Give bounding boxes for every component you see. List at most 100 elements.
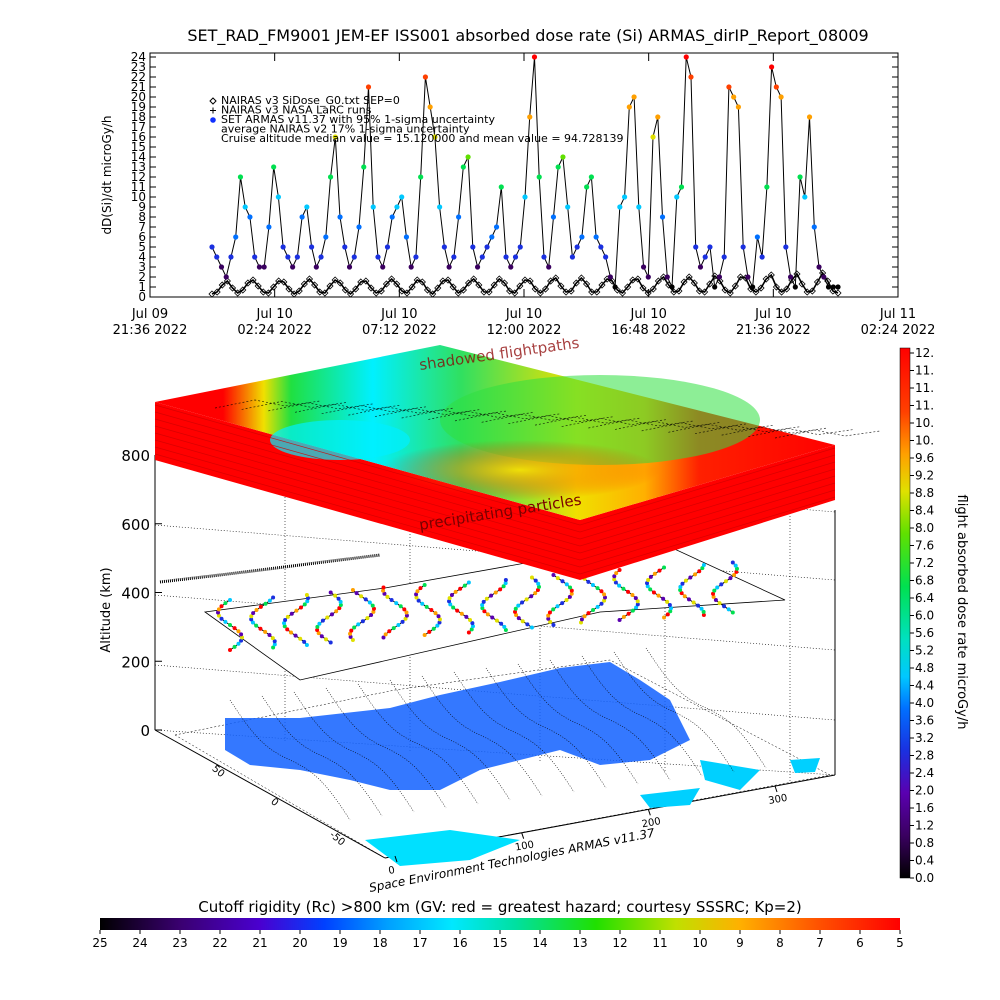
series-armas-point [356, 224, 362, 230]
flight-track-point [402, 607, 407, 612]
y-tick-label: 4 [138, 250, 146, 264]
series-nairas-point [618, 289, 627, 297]
dose-colorbar-tick-label: 3.6 [915, 714, 934, 728]
flight-track-point [568, 585, 573, 590]
series-nairas-point [470, 275, 478, 283]
slab-layer-line [154, 418, 836, 540]
flight-track-point [520, 600, 525, 605]
map-x-tick [647, 809, 651, 816]
flight-track-point [494, 618, 499, 623]
dose-colorbar-tick-label: 2.4 [915, 766, 934, 780]
series-nairas-point [690, 279, 698, 287]
flight-track-point [348, 631, 353, 636]
land-mass-americas [365, 830, 520, 866]
slab-speckle [321, 405, 427, 415]
flight-track-point [602, 598, 607, 603]
flight-track-point [336, 596, 341, 601]
flight-track-point [591, 608, 596, 612]
flight-track-point [693, 572, 698, 577]
map-y-tick-label: 0 [268, 796, 280, 809]
flight-track-point [633, 596, 638, 601]
flight-track-point [548, 619, 553, 624]
rigidity-bar-tick-label: 10 [692, 936, 707, 950]
series-nairas-point [726, 289, 734, 297]
ground-track [293, 691, 415, 813]
flight-track-point [451, 605, 456, 610]
series-armas-point [408, 264, 414, 270]
series-armas-point [659, 214, 666, 220]
flight-track-point [315, 624, 320, 629]
series-nairas-point [449, 283, 457, 291]
ground-track [325, 687, 447, 809]
series-armas-point [365, 84, 372, 90]
flight-track-point [385, 594, 390, 599]
series-armas-point [527, 114, 533, 120]
dose-colorbar-tick-label: 2.0 [915, 784, 934, 798]
flight-track-point [356, 622, 361, 627]
slab-speckle [721, 426, 827, 436]
slab-speckle [481, 413, 587, 423]
flight-track-point [717, 601, 722, 606]
slab-speckle [294, 403, 401, 413]
flight-track-point [272, 639, 277, 644]
series-nairas-point [834, 289, 842, 297]
y-tick-label: 13 [131, 160, 146, 174]
flight-track-point [305, 599, 310, 604]
flight-track-point [567, 594, 572, 599]
series-nairas-point [408, 283, 416, 291]
flight-track-point [371, 609, 376, 614]
flight-track-point [551, 607, 556, 612]
flight-track-point [338, 603, 343, 607]
flight-track-point [551, 573, 556, 577]
series-armas-point [380, 264, 386, 270]
x-tick-label-date: Jul 10 [255, 307, 292, 322]
series-armas-point [351, 254, 357, 260]
flight-track-point [254, 608, 259, 612]
y-tick-label: 12 [131, 170, 146, 184]
series-armas-point [252, 254, 258, 260]
series-armas-point [565, 204, 571, 210]
slab-speckle [401, 409, 507, 419]
flight-track-point [680, 581, 685, 586]
dose-colorbar-tick-label: 1.6 [915, 801, 934, 815]
flight-track-point [382, 591, 387, 596]
series-nairas-point [639, 284, 647, 292]
flight-track-plane [159, 539, 786, 681]
flight-track-point [719, 582, 724, 587]
series-nairas-point [736, 273, 745, 281]
series-armas-point [702, 254, 708, 260]
slab-layer-line [154, 432, 836, 554]
dose-colorbar-tick-label: 0.0 [915, 871, 934, 885]
flight-track-point [602, 595, 607, 600]
slab-layer-line [154, 411, 836, 533]
series-armas-point [750, 284, 756, 290]
series-armas-point [375, 254, 381, 260]
flight-track-point [529, 575, 534, 580]
series-nairas-point [695, 287, 704, 295]
y-tick-label: 6 [138, 230, 146, 244]
series-armas-line [211, 56, 838, 289]
series-armas-point [489, 234, 495, 240]
series-armas-point [531, 54, 538, 60]
flight-track-point [564, 598, 569, 602]
rigidity-bar-label: Cutoff rigidity (Rc) >800 km (GV: red = … [198, 898, 801, 916]
flight-track-point [614, 571, 619, 576]
track-waves [216, 560, 739, 652]
series-nairas-point [346, 290, 355, 298]
series-nairas-point [213, 288, 221, 296]
rigidity-bar-tick-label: 22 [212, 936, 227, 950]
series-armas-point [745, 274, 751, 280]
dose-colorbar-fill [899, 347, 911, 879]
series-nairas-point [311, 281, 319, 289]
slab-speckle [348, 406, 454, 416]
series-armas-point [271, 164, 277, 170]
series-nairas-point [829, 287, 837, 295]
flight-track-point [630, 593, 635, 597]
flight-track-point [617, 568, 622, 572]
series-nairas-point [624, 283, 632, 291]
ground-plane-outline [174, 659, 831, 859]
flight-track-point [646, 578, 651, 582]
series-armas-point [821, 274, 827, 280]
flight-track-point [232, 626, 237, 631]
x-tick-label-time: 02:24 2022 [237, 323, 312, 338]
